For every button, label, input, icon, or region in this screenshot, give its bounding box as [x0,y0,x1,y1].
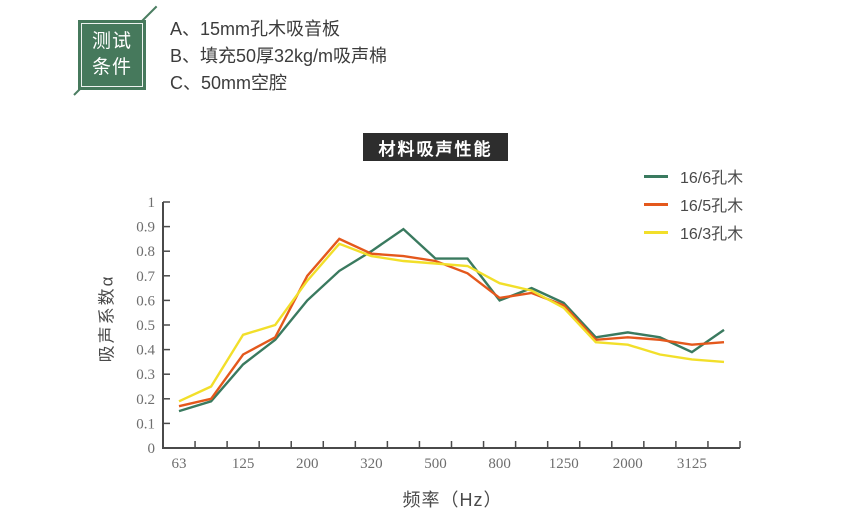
legend-item: 16/6孔木 [644,162,743,190]
y-tick-label: 0.4 [136,343,155,359]
y-tick-label: 0.2 [136,392,155,408]
y-tick-label: 0.3 [136,367,155,383]
y-tick-label: 0.6 [136,293,155,309]
x-tick-label: 200 [296,456,319,472]
x-tick-label: 125 [232,456,255,472]
condition-item-b: B、填充50厚32kg/m吸声棉 [170,46,388,66]
x-tick-label: 63 [172,456,187,472]
x-tick-label: 800 [488,456,511,472]
badge-line1: 测试 [91,31,132,52]
y-tick-label: 1 [148,195,156,211]
conditions-list: A、15mm孔木吸音板 B、填充50厚32kg/m吸声棉 C、50mm空腔 [170,16,387,97]
x-tick-label: 1250 [549,456,579,472]
y-tick-label: 0.5 [136,318,155,334]
x-tick-label: 320 [360,456,383,472]
x-axis-title: 频率（Hz） [402,490,503,510]
legend-line-swatch [644,202,668,206]
badge-line2: 条件 [91,57,132,78]
legend-item: 16/5孔木 [644,190,743,218]
test-conditions-badge: 测试 条件 [78,20,146,90]
chart-title: 材料吸声性能 [378,139,493,159]
y-tick-label: 0 [148,441,156,457]
condition-item-a: A、15mm孔木吸音板 [170,19,341,39]
y-tick-label: 0.7 [136,269,155,285]
legend-label: 16/5孔木 [680,198,744,215]
series-line-16-6孔木 [178,227,725,413]
chart-legend: 16/6孔木 16/5孔木 16/3孔木 [644,162,743,246]
x-tick-label: 2000 [613,456,643,472]
y-tick-label: 0.8 [136,244,155,260]
legend-line-swatch [644,174,668,178]
x-tick-label: 500 [424,456,447,472]
y-tick-label: 0.9 [136,220,155,236]
series-line-16-3孔木 [178,242,725,403]
legend-item: 16/3孔木 [644,218,743,246]
series-line-16-5孔木 [178,237,725,408]
x-tick-label: 3125 [677,456,707,472]
condition-item-c: C、50mm空腔 [170,73,288,93]
y-tick-label: 0.1 [136,416,155,432]
legend-label: 16/6孔木 [680,170,744,187]
chart-title-bar: 材料吸声性能 [363,133,508,161]
legend-line-swatch [644,230,668,234]
legend-label: 16/3孔木 [680,226,744,243]
